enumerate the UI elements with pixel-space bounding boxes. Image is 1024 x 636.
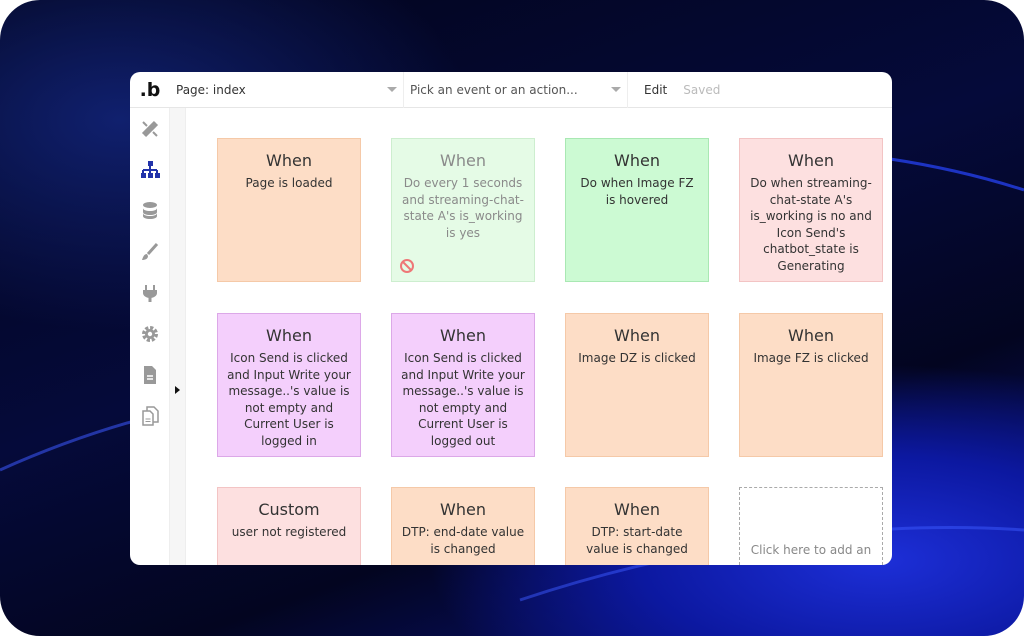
event-description: Image DZ is clicked <box>578 351 696 365</box>
header: .b Page: index Pick an event or an actio… <box>130 72 892 108</box>
event-type: When <box>440 500 486 519</box>
plugins-icon[interactable] <box>140 283 160 303</box>
event-type: When <box>614 151 660 170</box>
event-type: When <box>788 151 834 170</box>
event-description: DTP: start-date value is changed <box>586 525 688 556</box>
design-icon[interactable] <box>140 119 160 139</box>
styles-icon[interactable] <box>140 242 160 262</box>
event-description: Do every 1 seconds and streaming-chat-st… <box>402 176 524 240</box>
workflow-event-card[interactable]: When DTP: end-date value is changed <box>391 487 535 565</box>
workflow-event-card[interactable]: When DTP: start-date value is changed <box>565 487 709 565</box>
add-event-text: Click here to add an <box>750 543 872 557</box>
event-type: When <box>440 151 486 170</box>
workflow-event-card[interactable]: When Icon Send is clicked and Input Write… <box>391 313 535 457</box>
event-type: When <box>266 326 312 345</box>
event-description: DTP: end-date value is changed <box>401 525 525 556</box>
add-event-card[interactable]: Click here to add an <box>739 487 883 565</box>
disabled-icon <box>400 259 414 273</box>
sidebar <box>130 108 170 565</box>
edit-button[interactable]: Edit <box>644 82 668 97</box>
event-type: When <box>614 326 660 345</box>
workflow-event-card[interactable]: When Do when streaming-chat-state A's is_… <box>739 138 883 282</box>
event-description: Image FZ is clicked <box>753 351 869 365</box>
event-description: Icon Send is clicked and Input Write you… <box>401 351 525 448</box>
workflow-event-card[interactable]: When Icon Send is clicked and Input Write… <box>217 313 361 457</box>
workflow-icon[interactable] <box>140 160 160 180</box>
workflow-event-card[interactable]: When Do when Image FZ is hovered <box>565 138 709 282</box>
event-description: Do when streaming-chat-state A's is_work… <box>750 176 872 273</box>
event-description: user not registered <box>231 525 347 539</box>
logs-icon[interactable] <box>140 365 160 385</box>
event-description: Do when Image FZ is hovered <box>580 176 694 207</box>
chevron-down-icon <box>611 87 621 92</box>
page-select[interactable]: Page: index <box>170 72 404 108</box>
event-select[interactable]: Pick an event or an action... <box>404 72 628 108</box>
event-type: When <box>788 326 834 345</box>
event-description: Page is loaded <box>245 176 333 190</box>
event-type: When <box>440 326 486 345</box>
workflow-editor-window: .b Page: index Pick an event or an actio… <box>130 72 892 565</box>
workflow-event-card[interactable]: When Do every 1 seconds and streaming-cha… <box>391 138 535 282</box>
workflow-event-card[interactable]: Custom user not registered <box>217 487 361 565</box>
settings-icon[interactable] <box>140 324 160 344</box>
event-type: Custom <box>258 500 320 519</box>
expand-arrow-icon[interactable] <box>175 386 180 394</box>
saved-status: Saved <box>683 82 721 97</box>
bubble-logo: .b <box>139 78 161 101</box>
event-type: When <box>614 500 660 519</box>
event-type: When <box>266 151 312 170</box>
workflow-event-card[interactable]: When Image FZ is clicked <box>739 313 883 457</box>
workflow-event-card[interactable]: When Image DZ is clicked <box>565 313 709 457</box>
event-description: Icon Send is clicked and Input Write you… <box>227 351 351 448</box>
chevron-down-icon <box>387 87 397 92</box>
data-icon[interactable] <box>140 201 160 221</box>
panel-divider[interactable] <box>170 108 186 565</box>
workflow-event-card[interactable]: When Page is loaded <box>217 138 361 282</box>
pages-icon[interactable] <box>140 406 160 426</box>
